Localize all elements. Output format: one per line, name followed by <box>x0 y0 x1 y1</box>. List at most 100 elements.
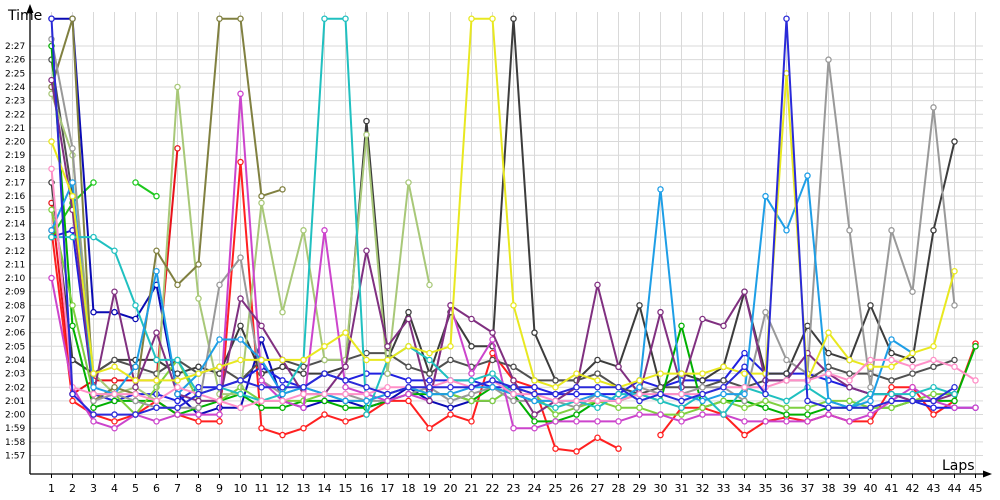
series-line <box>134 181 158 197</box>
data-point <box>69 179 76 186</box>
data-point <box>594 377 601 384</box>
data-point <box>930 363 937 371</box>
y-tick-label: 2:13 <box>5 233 25 243</box>
data-point <box>426 356 433 364</box>
x-tick-label: 17 <box>381 482 395 495</box>
data-point <box>657 186 664 193</box>
data-point <box>321 390 328 398</box>
data-point <box>909 390 916 398</box>
data-point <box>615 383 622 391</box>
x-tick-label: 43 <box>927 482 941 495</box>
data-point <box>195 390 202 398</box>
data-point <box>489 397 496 405</box>
data-point <box>552 397 559 405</box>
data-point <box>888 227 895 234</box>
data-point <box>384 383 391 391</box>
x-tick-label: 14 <box>318 482 332 495</box>
data-point <box>342 377 349 384</box>
data-point <box>258 377 265 384</box>
y-tick-label: 2:22 <box>5 110 25 120</box>
data-point <box>510 377 517 384</box>
y-tick-label: 2:01 <box>5 397 25 407</box>
data-point <box>783 227 790 234</box>
data-point <box>615 397 622 405</box>
data-point <box>657 308 664 316</box>
data-point <box>594 356 601 364</box>
data-point <box>489 377 496 384</box>
data-point <box>216 363 223 371</box>
data-point <box>90 397 97 405</box>
data-point <box>321 343 328 350</box>
data-point <box>762 397 769 405</box>
data-point <box>594 281 601 289</box>
data-point <box>510 383 517 391</box>
series-line <box>50 161 619 453</box>
y-tick-label: 2:25 <box>5 69 25 79</box>
data-point <box>552 404 559 411</box>
data-point <box>489 356 496 364</box>
data-point <box>951 390 958 398</box>
data-point <box>258 404 265 411</box>
data-point <box>741 363 748 371</box>
data-point <box>825 349 832 357</box>
data-point <box>174 383 181 391</box>
data-point <box>972 404 979 411</box>
data-point <box>741 390 748 398</box>
data-point <box>951 383 958 391</box>
data-point <box>132 383 139 391</box>
data-point <box>258 199 265 207</box>
data-point <box>237 404 244 411</box>
data-point <box>930 343 937 350</box>
data-point <box>174 145 181 152</box>
y-tick-label: 2:04 <box>5 356 25 366</box>
y-tick-label: 2:03 <box>5 370 25 380</box>
data-point <box>762 418 769 425</box>
data-point <box>510 424 517 432</box>
x-tick-label: 28 <box>612 482 626 495</box>
data-point <box>279 390 286 398</box>
data-point <box>804 411 811 418</box>
data-point <box>300 363 307 371</box>
data-point <box>951 404 958 411</box>
x-tick-label: 30 <box>654 482 668 495</box>
x-tick-label: 41 <box>885 482 899 495</box>
data-point <box>867 363 874 371</box>
data-point <box>846 404 853 411</box>
data-point <box>111 397 118 405</box>
data-point <box>153 329 160 336</box>
data-point <box>846 377 853 384</box>
x-tick-label: 25 <box>549 482 563 495</box>
data-point <box>510 15 517 22</box>
data-point <box>153 397 160 405</box>
data-point <box>258 424 265 432</box>
data-point <box>594 434 601 442</box>
data-point <box>174 404 181 411</box>
data-point <box>510 390 517 398</box>
data-point <box>237 336 244 343</box>
data-point <box>153 247 160 254</box>
x-tick-label: 1 <box>48 482 55 495</box>
x-tick-label: 18 <box>402 482 416 495</box>
series-line <box>50 79 955 416</box>
data-point <box>468 315 475 323</box>
data-point <box>321 397 328 405</box>
data-point <box>699 411 706 418</box>
data-point <box>426 377 433 384</box>
data-point <box>174 281 181 289</box>
x-tick-label: 35 <box>759 482 773 495</box>
data-point <box>447 343 454 350</box>
data-point <box>153 192 160 200</box>
y-axis-arrow <box>26 4 34 13</box>
data-point <box>195 404 202 411</box>
data-point <box>321 356 328 364</box>
y-tick-label: 2:00 <box>5 411 25 421</box>
data-point <box>342 390 349 398</box>
data-point <box>69 397 76 405</box>
data-point <box>48 165 55 173</box>
data-point <box>468 343 475 350</box>
data-point <box>237 390 244 398</box>
data-point <box>132 179 139 186</box>
data-point <box>720 397 727 405</box>
data-point <box>825 56 832 63</box>
data-point <box>573 411 580 418</box>
